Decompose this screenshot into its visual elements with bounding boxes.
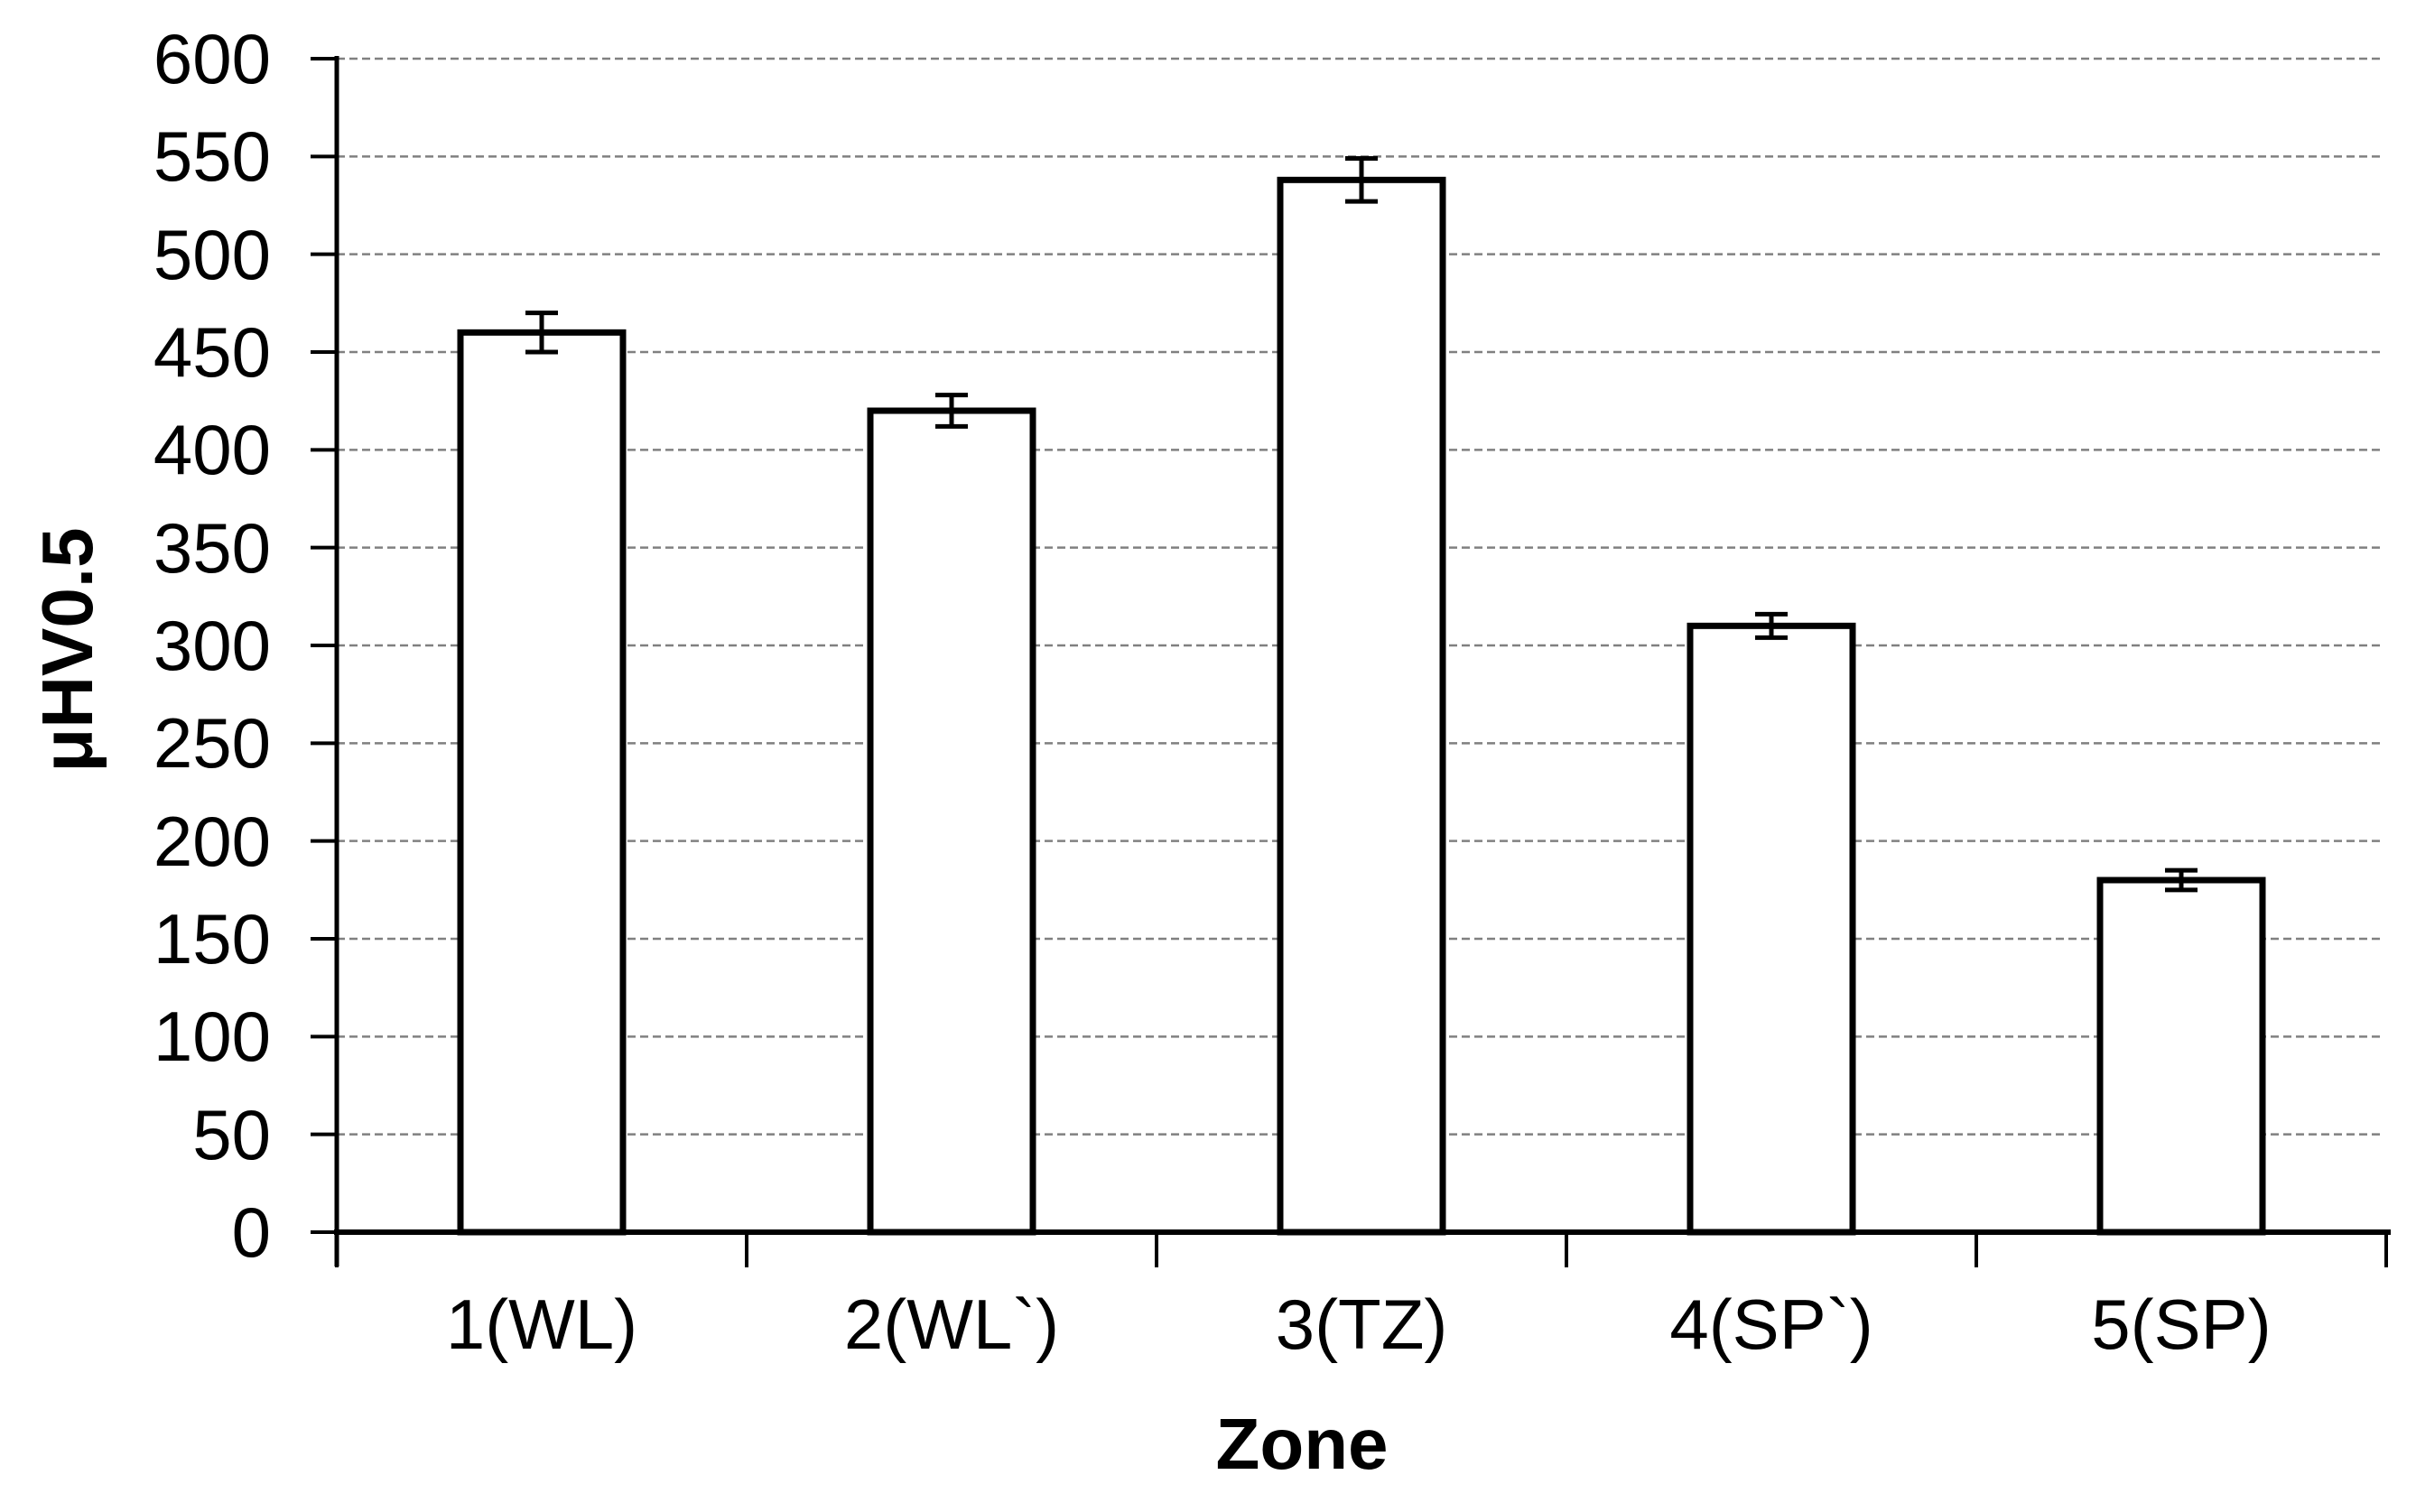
y-axis-tick-label: 0 [231,1192,271,1272]
bar [1277,176,1446,1236]
x-axis-category-label: 3(TZ) [1275,1285,1448,1364]
y-axis-tick-label: 400 [153,410,271,490]
y-axis-tick-label: 250 [153,703,271,784]
y-axis-title: μHV0.5 [27,527,107,773]
bar [867,407,1036,1236]
x-axis-category-label: 5(SP) [2091,1285,2272,1364]
y-axis-tick-label: 450 [153,312,271,392]
bar [1687,622,1856,1236]
y-axis-tick-label: 550 [153,116,271,197]
bar [2096,877,2266,1236]
y-axis-tick-label: 350 [153,507,271,588]
x-axis-title: Zone [1215,1404,1389,1484]
y-axis-tick-label: 200 [153,801,271,881]
x-axis-category-label: 1(WL) [445,1285,638,1364]
x-axis-category-label: 4(SP`) [1669,1285,1873,1364]
y-axis-tick-label: 150 [153,899,271,979]
x-axis-category-label: 2(WL`) [843,1285,1060,1364]
y-axis-tick-label: 100 [153,997,271,1077]
bar [457,329,627,1236]
y-axis-tick-label: 300 [153,606,271,685]
y-axis-tick-label: 600 [153,19,271,98]
y-axis-tick-label: 500 [153,214,271,294]
y-axis-tick-label: 50 [192,1094,271,1174]
